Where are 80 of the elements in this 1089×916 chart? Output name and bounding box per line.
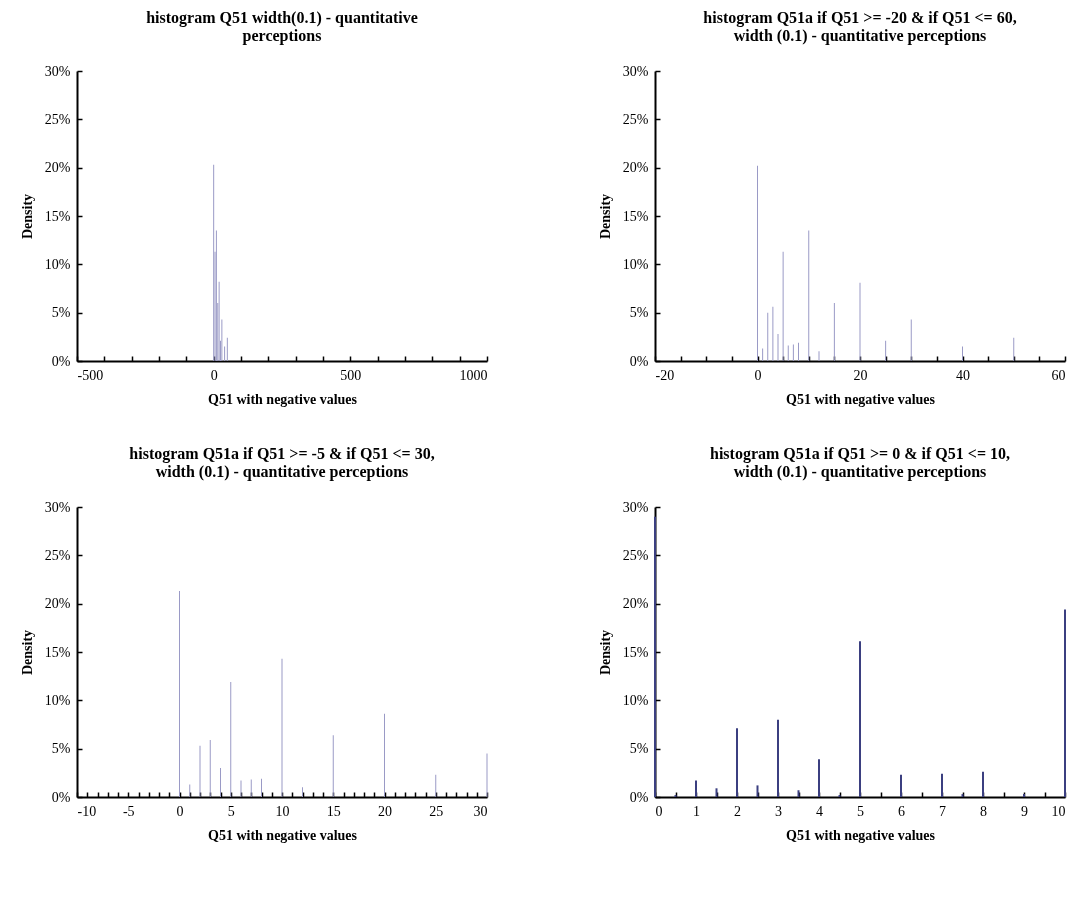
y-tick-label: 15%	[44, 208, 71, 224]
bar	[1064, 609, 1066, 797]
y-tick-label: 30%	[622, 63, 649, 79]
y-tick-label: 5%	[629, 741, 649, 757]
y-tick-label: 15%	[622, 208, 649, 224]
bar	[736, 728, 738, 797]
x-tick-label: 3	[775, 803, 782, 819]
x-tick-label: 0	[655, 803, 663, 819]
x-tick-label: 5	[857, 803, 864, 819]
x-tick-label: 10	[275, 803, 290, 819]
x-tick-label: 500	[340, 367, 362, 383]
x-tick-label: 7	[939, 803, 946, 819]
x-tick-label: 60	[1051, 367, 1066, 383]
y-tick-label: 15%	[622, 644, 649, 660]
x-tick-label: 10	[1051, 803, 1066, 819]
x-axis-title: Q51 with negative values	[786, 827, 936, 843]
y-tick-label: 5%	[51, 741, 71, 757]
y-tick-label: 25%	[622, 111, 649, 127]
bar	[756, 785, 759, 797]
x-tick-label: -5	[122, 803, 135, 819]
y-tick-label: 10%	[622, 692, 649, 708]
x-tick-label: 0	[210, 367, 218, 383]
y-tick-label: 10%	[622, 256, 649, 272]
y-tick-label: 0%	[629, 789, 649, 805]
chart-title: histogram Q51a if Q51 >= 0 & if Q51 <= 10, width (0.1) - quantitative perceptions	[709, 445, 1011, 481]
y-tick-label: 25%	[622, 547, 649, 563]
x-tick-label: 1000	[459, 367, 488, 383]
chart-title: histogram Q51 width(0.1) - quantitative perceptions	[146, 9, 418, 45]
bar	[982, 771, 984, 797]
x-tick-label: 25	[429, 803, 444, 819]
x-tick-label: -20	[655, 367, 675, 383]
bar	[900, 774, 902, 797]
x-tick-label: 20	[378, 803, 392, 819]
x-tick-label: 0	[754, 367, 762, 383]
x-tick-label: -500	[77, 367, 104, 383]
y-tick-label: 10%	[44, 256, 71, 272]
x-tick-label: 6	[898, 803, 905, 819]
y-tick-label: 30%	[622, 499, 649, 515]
y-tick-label: 15%	[44, 644, 71, 660]
y-tick-label: 20%	[44, 596, 71, 612]
bar	[859, 641, 861, 797]
bar	[777, 719, 779, 797]
chart-title: histogram Q51a if Q51 >= -5 & if Q51 <= 30, width (0.1) - quantitative perceptions	[129, 445, 435, 481]
y-tick-label: 10%	[44, 692, 71, 708]
y-tick-label: 30%	[44, 499, 71, 515]
y-axis-title: Density	[597, 629, 613, 676]
y-tick-label: 0%	[51, 353, 71, 369]
x-tick-label: 20	[853, 367, 868, 383]
y-tick-label: 20%	[44, 160, 71, 176]
bar	[695, 780, 697, 797]
chart-title: histogram Q51a if Q51 >= -20 & if Q51 <= 60, width (0.1) - quantitative perceptions	[703, 9, 1017, 45]
bar	[941, 773, 943, 797]
y-tick-label: 5%	[51, 305, 71, 321]
x-tick-label: 15	[326, 803, 341, 819]
x-tick-label: 5	[227, 803, 235, 819]
bar	[818, 759, 820, 797]
x-tick-label: 1	[693, 803, 700, 819]
x-tick-label: 9	[1021, 803, 1028, 819]
bar	[654, 516, 656, 797]
x-tick-label: -10	[77, 803, 97, 819]
y-tick-label: 25%	[44, 547, 71, 563]
y-tick-label: 30%	[44, 63, 71, 79]
y-tick-label: 0%	[629, 353, 649, 369]
x-axis-title: Q51 with negative values	[208, 827, 358, 843]
y-tick-label: 25%	[44, 111, 71, 127]
x-axis-title: Q51 with negative values	[786, 391, 936, 407]
x-tick-label: 4	[816, 803, 823, 819]
y-tick-label: 20%	[622, 160, 649, 176]
y-tick-label: 0%	[51, 789, 71, 805]
y-axis-title: Density	[597, 193, 613, 240]
y-axis-title: Density	[19, 629, 35, 676]
y-axis-title: Density	[19, 193, 35, 240]
x-tick-label: 30	[473, 803, 488, 819]
y-tick-label: 5%	[629, 305, 649, 321]
y-tick-label: 20%	[622, 596, 649, 612]
x-axis-title: Q51 with negative values	[208, 391, 358, 407]
x-tick-label: 2	[734, 803, 741, 819]
x-tick-label: 8	[980, 803, 987, 819]
x-tick-label: 40	[956, 367, 970, 383]
x-tick-label: 0	[176, 803, 184, 819]
